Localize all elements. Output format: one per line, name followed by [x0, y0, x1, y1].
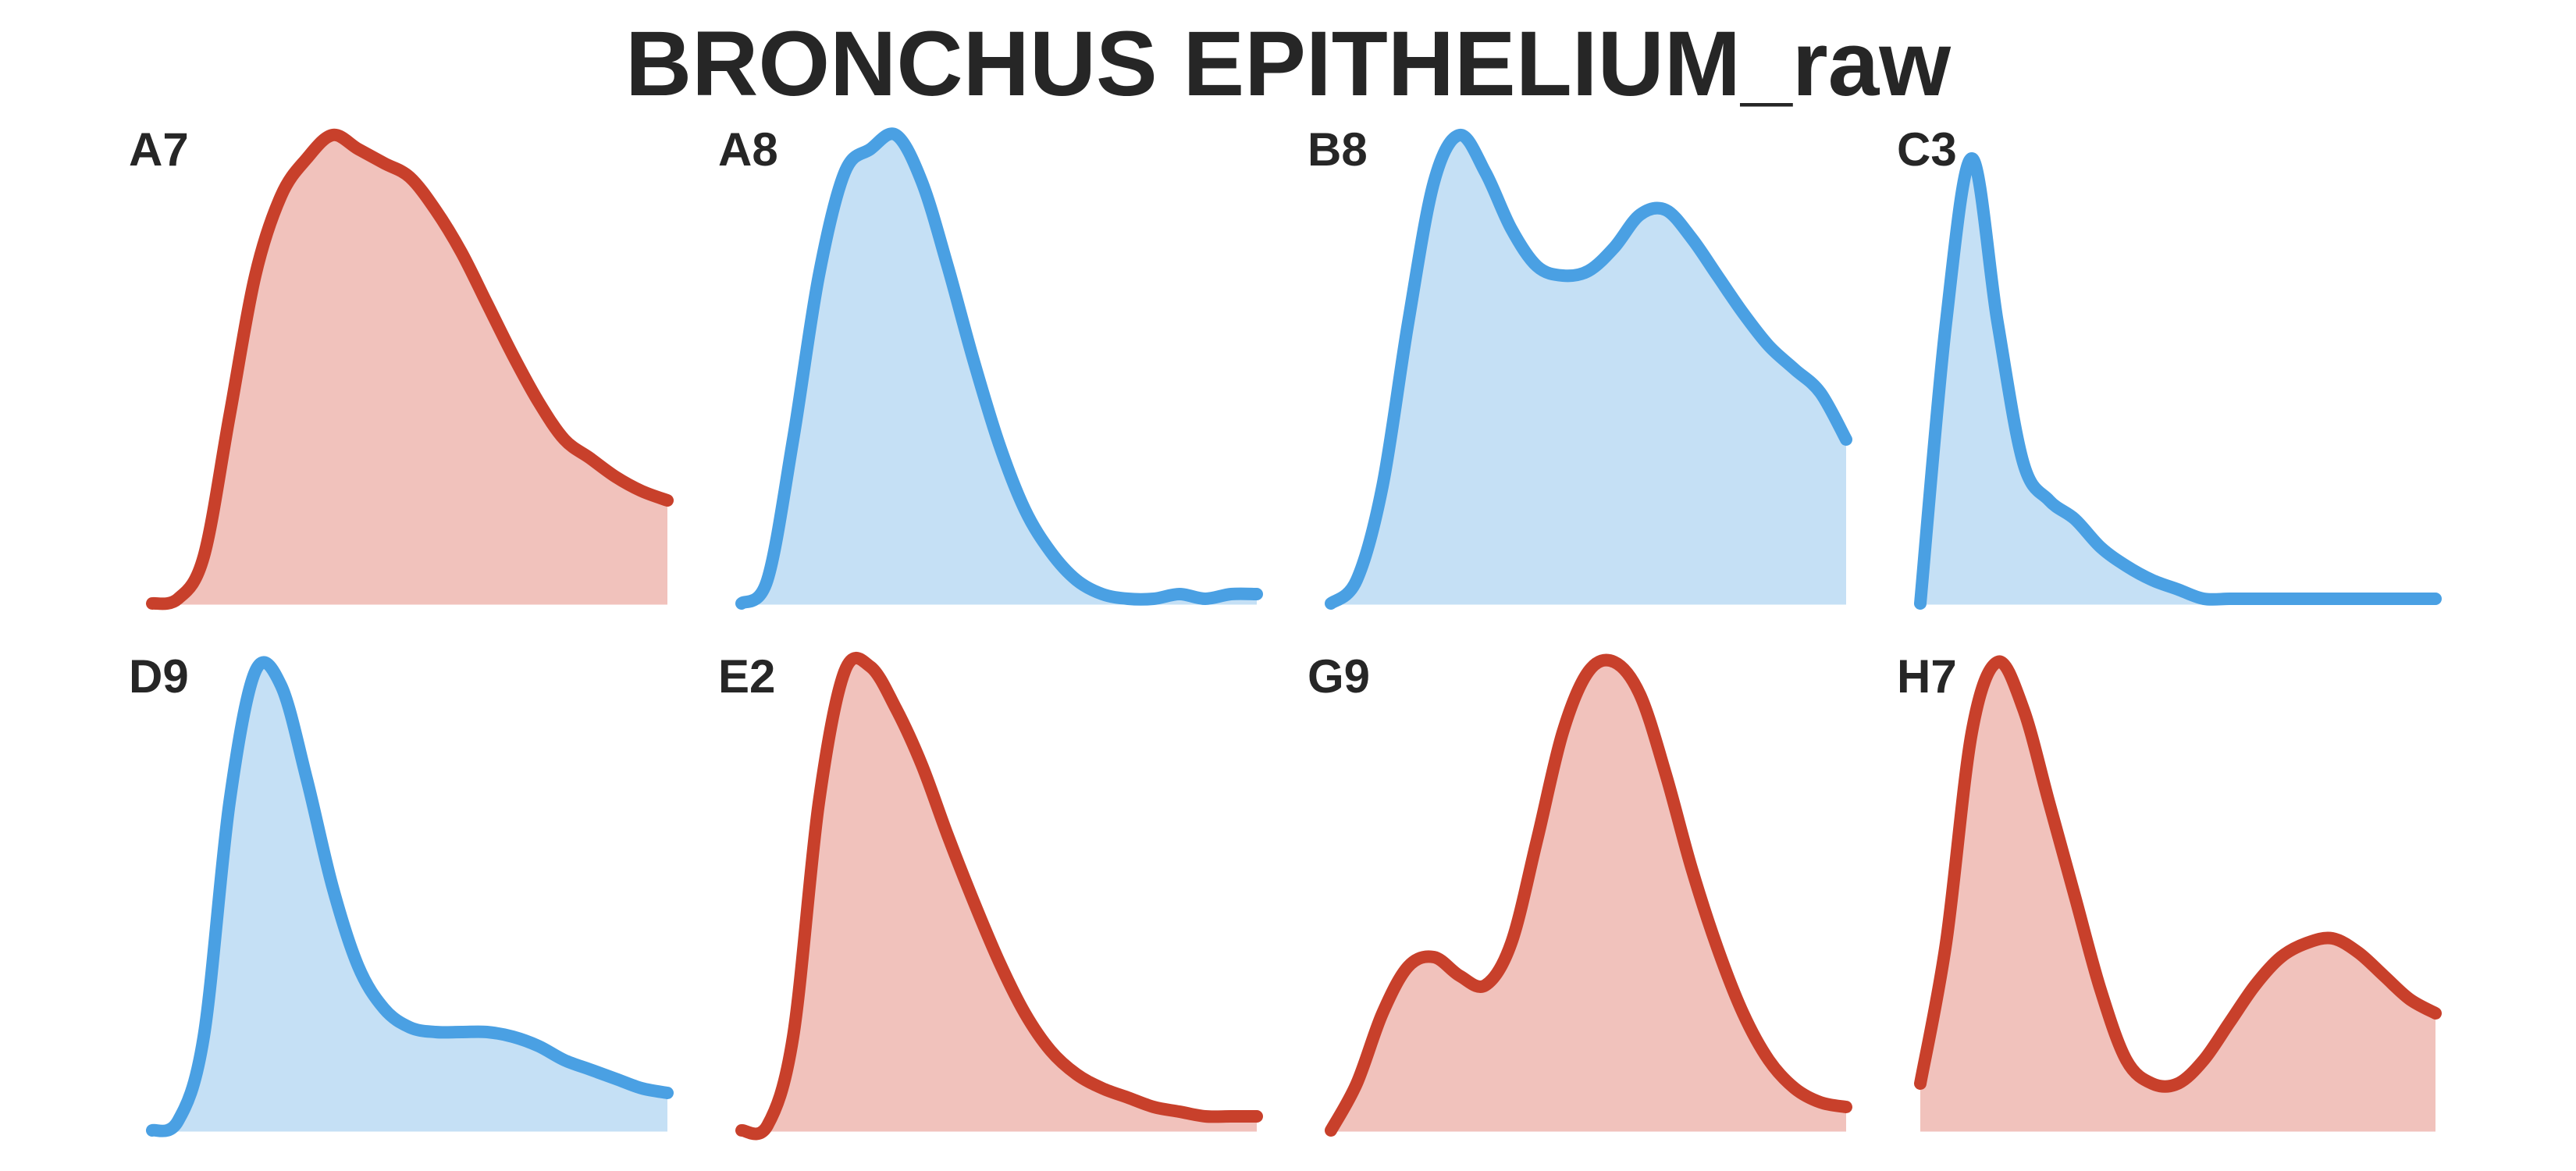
density-line-e2: [735, 652, 1263, 1141]
density-area-c3: [1920, 158, 2435, 603]
density-area-b8: [1331, 134, 1846, 604]
panel-label-a8: A8: [718, 123, 778, 176]
density-line-d9: [146, 656, 674, 1137]
panel-label-a7: A7: [129, 123, 189, 176]
density-area-h7: [1920, 661, 2435, 1130]
density-line-h7: [1914, 655, 2442, 1093]
density-area-g9: [1331, 660, 1846, 1130]
chart-title: BRONCHUS EPITHELIUM_raw: [625, 12, 1952, 116]
panel-e2: E2: [718, 650, 1263, 1141]
panel-h7: H7: [1897, 650, 2442, 1132]
panel-label-b8: B8: [1308, 123, 1368, 176]
density-area-d9: [152, 662, 667, 1131]
panel-a8: A8: [718, 123, 1263, 610]
density-line-a7: [146, 128, 674, 610]
panel-a7: A7: [129, 123, 674, 610]
density-area-a7: [152, 134, 667, 604]
panel-b8: B8: [1308, 123, 1852, 610]
panel-label-h7: H7: [1897, 650, 1957, 703]
panel-g9: G9: [1308, 650, 1852, 1137]
panels-group: A7 A8 B8 C3 D9 E2 G9 H7: [129, 123, 2442, 1141]
density-line-g9: [1325, 653, 1852, 1137]
panel-label-d9: D9: [129, 650, 189, 703]
density-area-e2: [742, 657, 1257, 1134]
panel-c3: C3: [1897, 123, 2442, 610]
panel-label-e2: E2: [718, 650, 775, 703]
density-line-a8: [735, 127, 1263, 610]
panel-label-c3: C3: [1897, 123, 1957, 176]
density-line-b8: [1325, 129, 1852, 610]
panel-label-g9: G9: [1308, 650, 1370, 703]
panel-d9: D9: [129, 650, 674, 1137]
density-line-c3: [1914, 152, 2442, 610]
density-area-a8: [742, 133, 1257, 604]
